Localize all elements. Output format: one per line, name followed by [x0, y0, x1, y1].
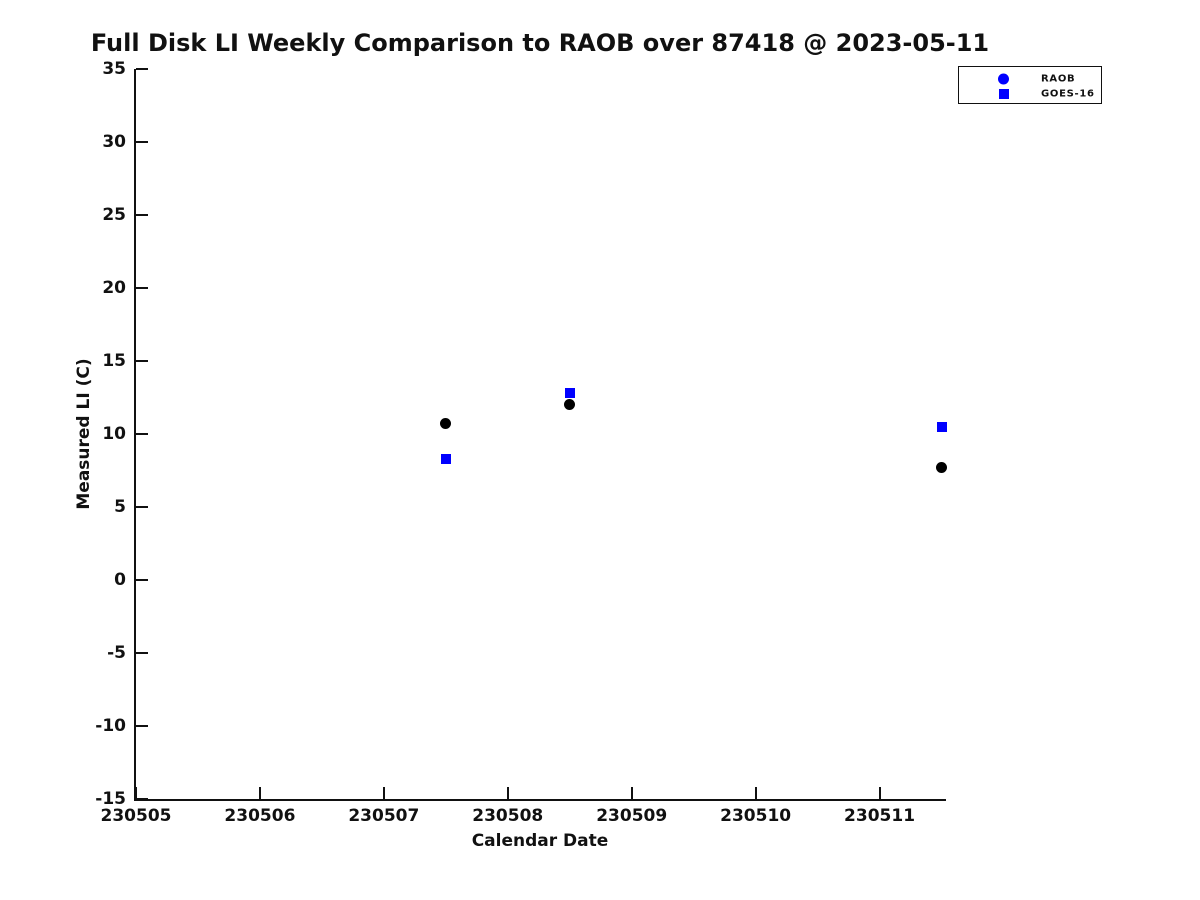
y-tick-label: -10 [95, 716, 126, 736]
y-tick-mark [136, 579, 148, 581]
y-tick-label: -15 [95, 789, 126, 809]
x-tick-label: 230505 [100, 806, 172, 826]
legend-label: GOES-16 [1041, 88, 1095, 99]
raob-legend-marker-icon [998, 73, 1009, 84]
raob-data-point [564, 399, 576, 411]
x-tick-mark [630, 787, 633, 799]
y-tick-mark [136, 287, 148, 289]
x-tick-label: 230507 [348, 806, 420, 826]
raob-data-point [936, 462, 948, 474]
y-tick-mark [136, 798, 148, 800]
goes-16-legend-marker-icon [999, 88, 1009, 99]
x-tick-label: 230510 [720, 806, 792, 826]
x-tick-label: 230506 [224, 806, 296, 826]
goes-16-data-point [936, 421, 947, 432]
y-tick-label: 35 [102, 59, 126, 79]
x-tick-label: 230511 [844, 806, 916, 826]
legend-entry-raob: RAOB [959, 71, 1101, 86]
x-tick-mark [878, 787, 881, 799]
x-axis-line [134, 799, 946, 801]
raob-data-point [440, 418, 452, 430]
y-tick-label: 20 [102, 278, 126, 298]
y-tick-label: 5 [114, 497, 126, 517]
y-tick-mark [136, 652, 148, 654]
x-tick-mark [754, 787, 757, 799]
x-tick-mark [258, 787, 261, 799]
y-tick-mark [136, 214, 148, 216]
y-tick-label: 30 [102, 132, 126, 152]
y-tick-mark [136, 725, 148, 727]
legend: RAOB GOES-16 [958, 66, 1102, 104]
x-tick-mark [135, 787, 137, 799]
y-tick-mark [136, 433, 148, 435]
x-tick-mark [506, 787, 509, 799]
y-tick-mark [136, 141, 148, 143]
y-tick-label: 10 [102, 424, 126, 444]
chart-title: Full Disk LI Weekly Comparison to RAOB o… [90, 29, 990, 57]
y-tick-mark [136, 506, 148, 508]
y-tick-mark [136, 360, 148, 362]
x-axis-label: Calendar Date [471, 831, 609, 851]
y-tick-label: 25 [102, 205, 126, 225]
y-tick-label: 15 [102, 351, 126, 371]
x-tick-mark [382, 787, 385, 799]
legend-label: RAOB [1041, 73, 1076, 84]
legend-entry-goes-16: GOES-16 [959, 86, 1101, 101]
x-tick-label: 230509 [596, 806, 668, 826]
y-tick-label: -5 [107, 643, 126, 663]
y-axis-line [134, 69, 136, 801]
x-tick-label: 230508 [472, 806, 544, 826]
goes-16-data-point [440, 453, 451, 464]
y-tick-label: 0 [114, 570, 126, 590]
goes-16-data-point [564, 388, 575, 399]
y-tick-mark [136, 68, 148, 70]
